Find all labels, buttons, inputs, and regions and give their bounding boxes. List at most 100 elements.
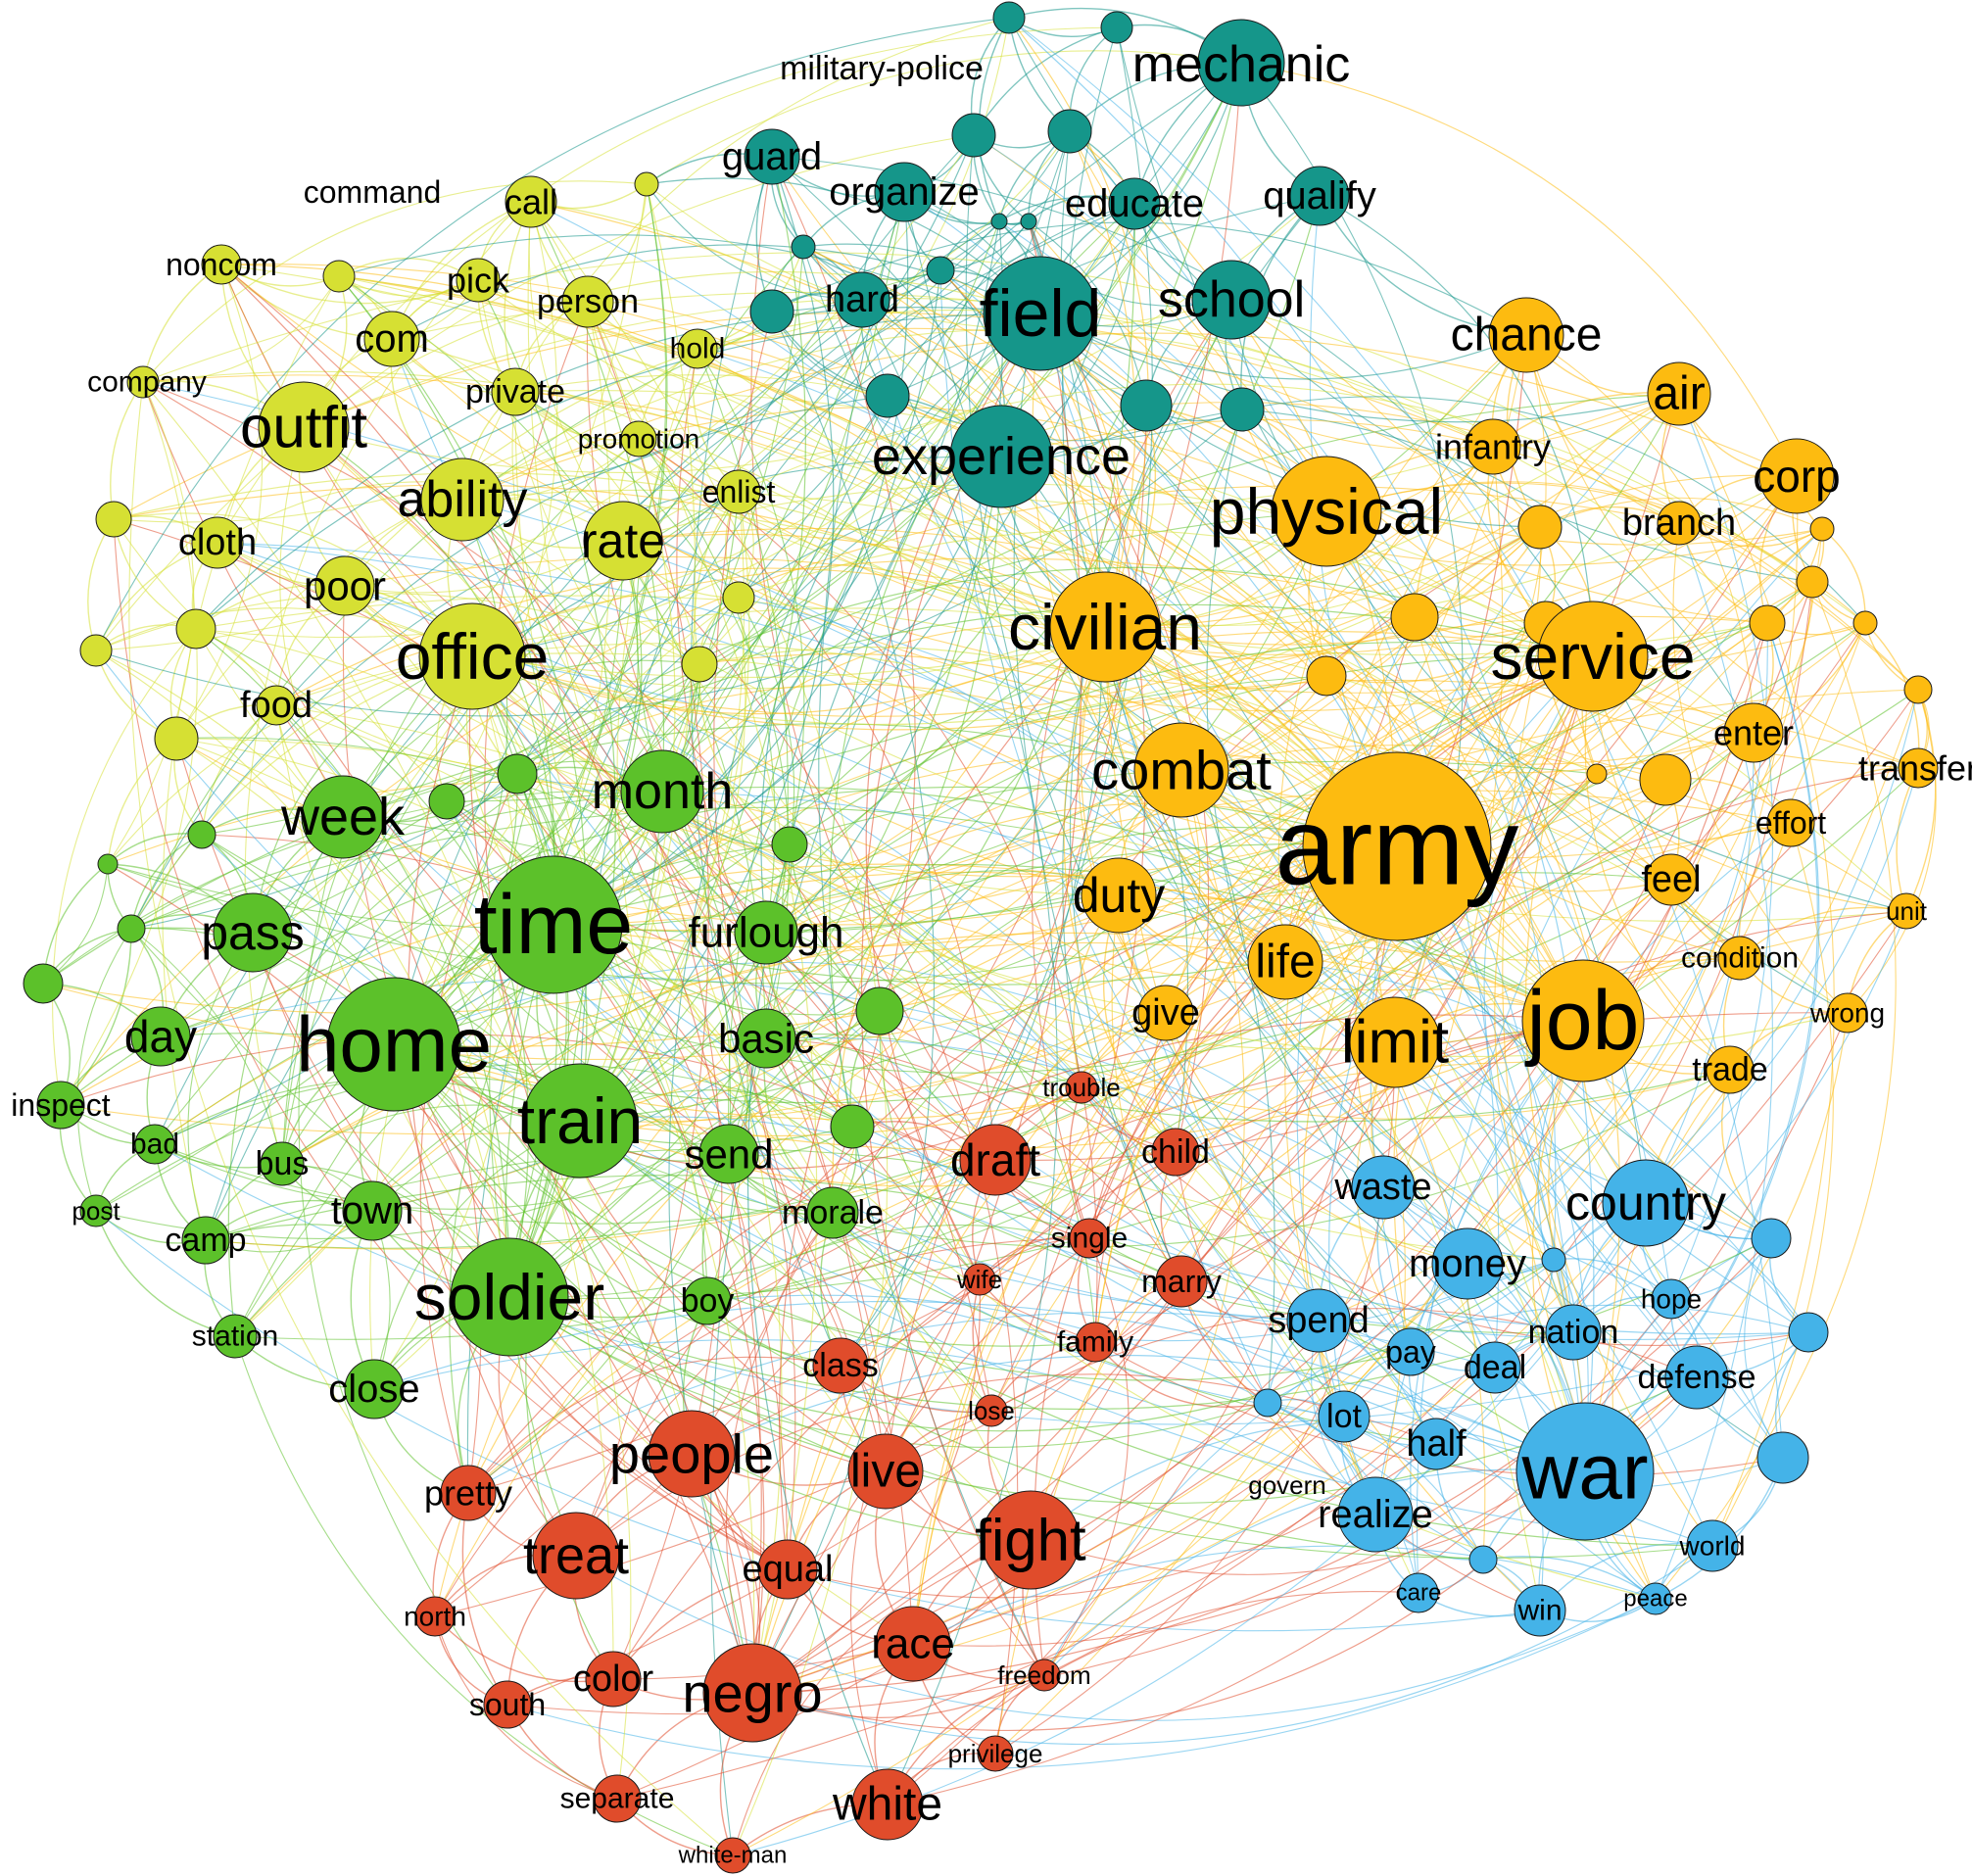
- graph-node-poor: [314, 555, 375, 616]
- graph-edge: [446, 800, 529, 1298]
- graph-node-town: [342, 1180, 403, 1241]
- graph-edge: [1175, 1151, 1541, 1611]
- node-label-peace: peace: [1623, 1586, 1687, 1612]
- graph-edge: [95, 607, 473, 657]
- graph-edge: [771, 156, 1275, 1404]
- graph-edge: [1039, 313, 1680, 423]
- graph-node: [117, 914, 146, 943]
- graph-edge: [298, 816, 508, 1706]
- node-label-time: time: [474, 878, 633, 972]
- graph-node-air: [1647, 361, 1711, 426]
- graph-node-person: [561, 275, 614, 328]
- graph-node-live: [847, 1433, 924, 1510]
- node-label-camp: camp: [165, 1222, 246, 1259]
- graph-edge: [393, 1043, 887, 1472]
- graph-edge: [1240, 62, 1798, 477]
- graph-nodes: [36, 19, 1939, 1874]
- node-label-privilege: privilege: [948, 1739, 1043, 1768]
- graph-edge: [579, 220, 1004, 1122]
- node-label-family: family: [1057, 1326, 1133, 1359]
- graph-edge: [142, 370, 1106, 628]
- node-label-negro: negro: [682, 1662, 822, 1724]
- graph-node-service: [1537, 601, 1649, 712]
- graph-node-com: [363, 311, 420, 367]
- graph-edge: [107, 833, 203, 865]
- graph-edge: [1414, 616, 1731, 1071]
- graph-edge: [1039, 313, 1741, 959]
- unlabeled-nodes: [23, 1, 1933, 1574]
- graph-edge: [461, 489, 1741, 959]
- graph-edge: [1104, 393, 1680, 628]
- graph-edge: [1655, 581, 1897, 1600]
- graph-edge: [1104, 446, 1494, 628]
- graph-edge: [802, 246, 1584, 1022]
- graph-edge: [1008, 17, 1149, 628]
- graph-edge: [1069, 130, 1136, 628]
- node-label-office: office: [396, 620, 550, 693]
- graph-node-mechanic: [1197, 19, 1285, 107]
- graph-node-pretty: [440, 1465, 497, 1521]
- graph-node: [23, 963, 64, 1004]
- graph-node: [1809, 516, 1835, 542]
- graph-node-day: [130, 1006, 191, 1067]
- graph-edge: [1008, 17, 1118, 37]
- node-label-com: com: [355, 317, 429, 361]
- graph-node-half: [1410, 1418, 1463, 1470]
- graph-node-civilian: [1049, 571, 1161, 683]
- graph-node-field: [983, 256, 1098, 371]
- graph-edge: [508, 1296, 1032, 1541]
- graph-edge: [751, 622, 1866, 1694]
- graph-node-marry: [1155, 1255, 1208, 1308]
- node-label-experience: experience: [872, 427, 1130, 486]
- graph-node-duty: [1081, 857, 1157, 934]
- graph-node-army: [1302, 751, 1492, 941]
- graph-node-combat: [1133, 722, 1229, 818]
- graph-node: [926, 256, 955, 285]
- graph-edge: [142, 180, 648, 383]
- graph-edge: [234, 675, 1327, 1337]
- graph-edge: [338, 275, 1398, 847]
- node-label-govern: govern: [1248, 1470, 1326, 1500]
- node-label-lot: lot: [1326, 1398, 1362, 1435]
- node-label-bad: bad: [130, 1129, 179, 1161]
- graph-edge: [691, 1354, 1586, 1472]
- node-label-send: send: [684, 1131, 773, 1178]
- node-label-transfer: transfer: [1858, 748, 1972, 789]
- node-label-morale: morale: [782, 1194, 884, 1231]
- graph-edge: [1539, 497, 1823, 530]
- graph-edge: [471, 134, 975, 657]
- graph-edge: [175, 264, 264, 740]
- node-label-lose: lose: [968, 1396, 1015, 1425]
- graph-node-week: [301, 775, 385, 859]
- graph-node-deal: [1468, 1341, 1521, 1394]
- graph-node-camp: [181, 1216, 230, 1265]
- graph-node: [126, 365, 160, 399]
- graph-edge: [1030, 1420, 1586, 1541]
- node-label-nation: nation: [1528, 1314, 1619, 1351]
- node-label-money: money: [1409, 1242, 1526, 1285]
- graph-edge: [471, 616, 1416, 731]
- node-label-guard: guard: [722, 135, 822, 178]
- graph-edge: [887, 395, 1243, 442]
- node-label-promotion: promotion: [578, 424, 700, 455]
- node-label-organize: organize: [829, 170, 979, 214]
- graph-edge: [732, 732, 1755, 1856]
- node-label-combat: combat: [1091, 740, 1272, 801]
- graph-node: [1390, 593, 1439, 642]
- graph-node-south: [483, 1680, 532, 1729]
- graph-edge: [1104, 626, 1555, 1261]
- node-label-south: south: [469, 1687, 546, 1722]
- graph-node-equal: [757, 1539, 818, 1600]
- graph-edge: [471, 626, 1106, 715]
- node-label-job: job: [1524, 974, 1640, 1068]
- node-label-north: north: [404, 1602, 466, 1632]
- node-label-win: win: [1516, 1595, 1562, 1627]
- graph-node-single: [1069, 1218, 1110, 1259]
- graph-edge: [1063, 626, 1177, 1153]
- node-label-post: post: [72, 1196, 120, 1226]
- graph-edge: [1670, 393, 1773, 1300]
- graph-edge: [344, 585, 755, 1694]
- graph-node-peace: [1639, 1582, 1672, 1615]
- graph-edge: [840, 26, 1153, 1367]
- graph-edge: [912, 1298, 1672, 1647]
